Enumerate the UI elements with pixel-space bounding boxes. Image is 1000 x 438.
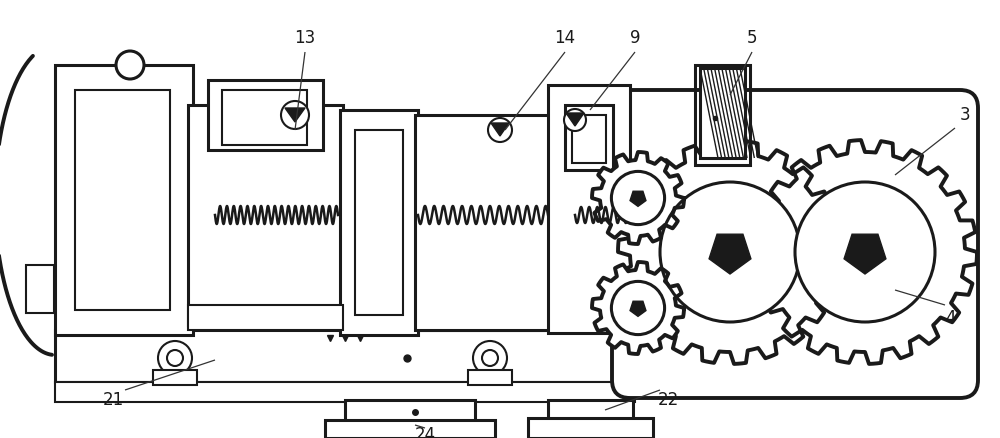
Bar — [355, 130, 403, 315]
Polygon shape — [592, 262, 684, 354]
FancyBboxPatch shape — [612, 90, 978, 398]
Circle shape — [564, 109, 586, 131]
Polygon shape — [491, 123, 509, 136]
Circle shape — [116, 51, 144, 79]
Text: 9: 9 — [630, 29, 640, 47]
Text: 3: 3 — [960, 106, 970, 124]
Bar — [55, 65, 193, 335]
Bar — [548, 85, 630, 333]
Bar — [208, 80, 323, 150]
Circle shape — [795, 182, 935, 322]
Bar — [468, 370, 512, 385]
Circle shape — [488, 118, 512, 142]
Circle shape — [281, 101, 309, 129]
Polygon shape — [753, 140, 977, 364]
Bar — [222, 90, 307, 145]
Bar — [75, 90, 170, 310]
Circle shape — [167, 350, 183, 366]
Bar — [188, 305, 343, 330]
Circle shape — [473, 341, 507, 375]
Bar — [55, 330, 635, 382]
Circle shape — [158, 341, 192, 375]
Bar — [415, 115, 550, 330]
Circle shape — [482, 350, 498, 366]
Polygon shape — [285, 108, 305, 122]
Text: 24: 24 — [414, 426, 436, 438]
Polygon shape — [844, 234, 886, 274]
Polygon shape — [592, 152, 684, 244]
Bar — [565, 105, 613, 170]
Bar — [572, 115, 606, 163]
Circle shape — [611, 281, 665, 335]
Circle shape — [660, 182, 800, 322]
Bar — [528, 418, 653, 438]
Text: 14: 14 — [554, 29, 576, 47]
Text: 5: 5 — [747, 29, 757, 47]
Text: 13: 13 — [294, 29, 316, 47]
Polygon shape — [630, 191, 646, 206]
Text: 22: 22 — [657, 391, 679, 409]
Bar — [340, 110, 418, 335]
Bar — [548, 400, 633, 435]
Polygon shape — [709, 234, 751, 274]
Bar — [345, 400, 475, 432]
Bar — [695, 65, 750, 165]
Bar — [188, 105, 343, 325]
Bar — [26, 265, 54, 313]
Text: 21: 21 — [102, 391, 124, 409]
Circle shape — [611, 171, 665, 225]
Polygon shape — [566, 113, 584, 126]
Bar — [153, 370, 197, 385]
Bar — [55, 382, 635, 402]
Text: 4: 4 — [945, 309, 955, 327]
Polygon shape — [630, 301, 646, 316]
Bar — [325, 420, 495, 438]
Polygon shape — [618, 140, 842, 364]
Bar — [700, 68, 745, 158]
